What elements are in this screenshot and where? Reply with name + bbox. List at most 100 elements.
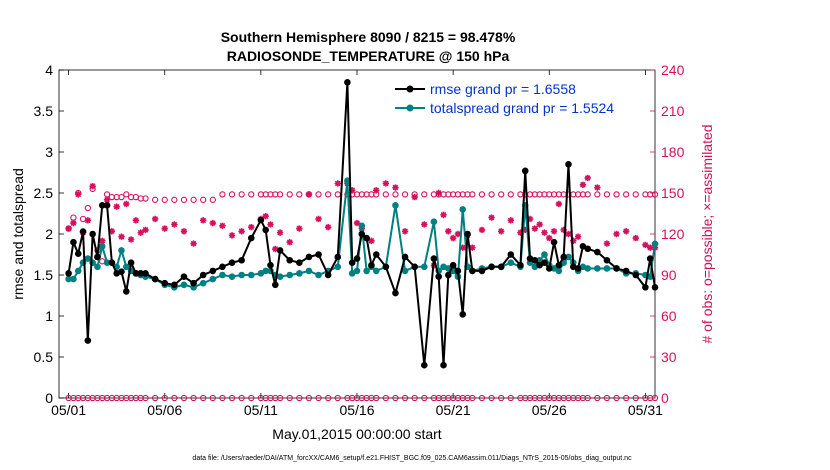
- totalspread-point: [122, 263, 130, 271]
- obs-assimilated-point: [445, 228, 452, 235]
- obs-assimilated-point: [70, 219, 77, 227]
- obs-assimilated-point: [517, 229, 524, 236]
- obs-assimilated-point: [368, 237, 375, 245]
- chart-title-line1: Southern Hemisphere 8090 / 8215 = 98.478…: [221, 29, 516, 45]
- obs-assimilated-point: [199, 217, 207, 224]
- rmse-point: [464, 230, 471, 238]
- obs-assimilated-point: [478, 226, 486, 234]
- obs-assimilated-point: [469, 244, 476, 251]
- x-tick-label: 05/06: [147, 402, 182, 418]
- totalspread-point: [334, 263, 342, 271]
- obs-assimilated-point: [123, 200, 130, 208]
- totalspread-point: [358, 222, 366, 230]
- obs-zero-possible-point: [209, 394, 216, 402]
- x-tick-label: 05/21: [436, 402, 471, 418]
- x-tick-label: 05/31: [628, 402, 663, 418]
- obs-assimilated-point: [642, 241, 649, 249]
- rmse-point: [507, 251, 515, 258]
- y-axis-right: 0 30 60 90 120 150 180 210 240: [650, 62, 685, 406]
- rmse-point: [142, 270, 149, 277]
- rmse-point: [103, 202, 111, 209]
- rmse-point: [459, 311, 467, 318]
- rmse-point: [651, 284, 659, 291]
- rmse-point: [296, 259, 303, 267]
- rmse-point: [74, 250, 82, 257]
- rmse-point: [247, 234, 255, 242]
- totalspread-point: [555, 267, 563, 275]
- obs-zero-possible-point: [373, 394, 380, 402]
- y-tick-label: 0.5: [34, 349, 54, 365]
- obs-possible-point: [315, 191, 322, 198]
- obs-possible-point: [209, 196, 216, 203]
- rmse-point: [122, 288, 130, 295]
- obs-assimilated-point: [324, 223, 332, 231]
- obs-assimilated-point: [190, 240, 197, 247]
- obs-assimilated-point: [228, 232, 236, 239]
- totalspread-point: [262, 267, 269, 275]
- rmse-point: [305, 253, 313, 261]
- rmse-point: [531, 256, 539, 264]
- obs-zero-possible-point: [151, 394, 159, 402]
- obs-assimilated-point: [531, 225, 539, 232]
- obs-assimilated-point: [65, 225, 72, 232]
- rmse-point: [161, 279, 169, 287]
- rmse-point: [132, 270, 140, 277]
- obs-assimilated-point: [488, 214, 495, 221]
- rmse-point: [171, 281, 178, 289]
- totalspread-point: [459, 206, 467, 213]
- obs-possible-point: [200, 196, 207, 203]
- rmse-point: [324, 271, 332, 279]
- obs-possible-point: [498, 191, 505, 198]
- rmse-point: [180, 273, 188, 280]
- obs-possible-point: [623, 191, 630, 198]
- obs-zero-possible-point: [488, 394, 495, 402]
- y-tick-label: 3: [45, 144, 53, 160]
- obs-possible-point: [142, 195, 149, 202]
- rmse-point: [401, 253, 409, 261]
- rmse-point: [228, 259, 236, 267]
- obs-zero-possible-point: [286, 394, 293, 402]
- chart-title-line2: RADIOSONDE_TEMPERATURE @ 150 hPa: [227, 48, 510, 64]
- data-file-footnote: data file: /Users/raeder/DAI/ATM_forcXX/…: [192, 455, 632, 462]
- obs-assimilated-point: [454, 230, 462, 238]
- totalspread-point: [276, 273, 284, 280]
- rmse-point: [603, 256, 611, 264]
- rmse-point: [84, 337, 92, 344]
- rmse-point: [445, 271, 452, 279]
- totalspread-point: [228, 273, 236, 280]
- obs-zero-possible-point: [632, 394, 639, 402]
- obs-assimilated-point: [435, 189, 442, 197]
- y-axis-left: 0 0.5 1 1.5 2 2.5 3 3.5 4: [34, 62, 64, 406]
- rmse-point: [94, 253, 101, 261]
- obs-assimilated-point: [584, 174, 591, 182]
- totalspread-point: [98, 243, 106, 250]
- obs-zero-possible-point: [238, 394, 245, 402]
- obs-assimilated-point: [382, 180, 390, 187]
- obs-assimilated-point: [449, 234, 457, 242]
- x-tick-label: 05/16: [339, 402, 374, 418]
- rmse-point: [517, 261, 524, 269]
- obs-assimilated-point: [546, 234, 553, 242]
- rmse-point: [238, 256, 245, 264]
- totalspread-point: [84, 255, 92, 262]
- totalspread-point: [401, 267, 409, 275]
- y-tick-label: 1: [45, 308, 53, 324]
- obs-possible-point: [613, 191, 620, 198]
- obs-possible-point: [84, 204, 91, 212]
- obs-zero-possible-point: [623, 394, 630, 402]
- totalspread-point: [541, 251, 548, 258]
- obs-possible-point: [325, 191, 332, 198]
- rmse-point: [454, 267, 462, 275]
- obs-possible-point: [123, 191, 130, 198]
- obs-possible-point: [584, 191, 591, 198]
- rmse-point: [372, 251, 380, 258]
- obs-assimilated-point: [276, 229, 284, 236]
- obs-assimilated-point: [646, 244, 654, 251]
- obs-zero-possible-point: [219, 394, 226, 402]
- obs-assimilated-point: [594, 184, 601, 191]
- obs-possible-point: [161, 196, 168, 203]
- y-axis-left-label: rmse and totalspread: [10, 168, 26, 300]
- totalspread-point: [584, 265, 592, 272]
- totalspread-point: [94, 263, 101, 271]
